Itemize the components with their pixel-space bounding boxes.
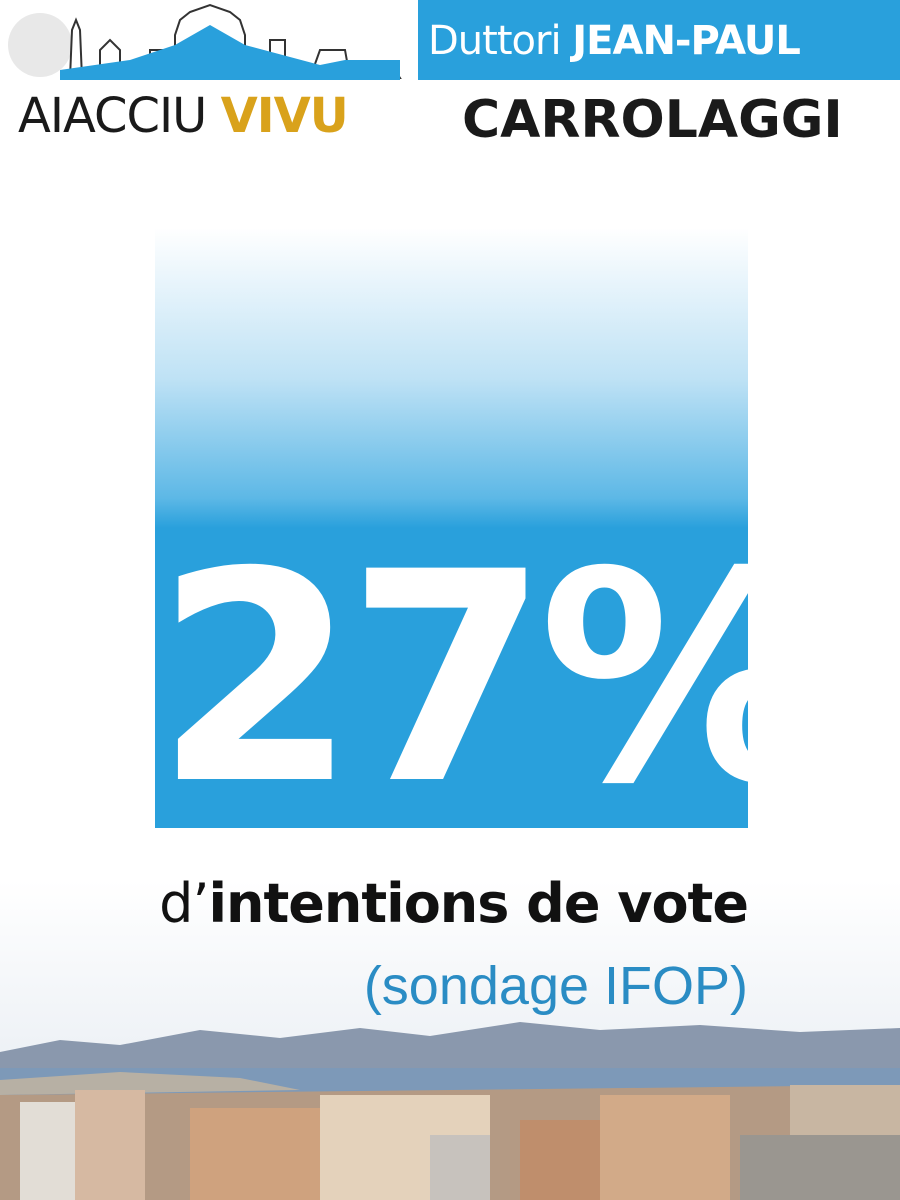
- prefix: Duttori: [428, 18, 562, 64]
- logo-skyline: [8, 3, 402, 80]
- headline-figure: 27%: [155, 511, 829, 848]
- gradient-panel: [155, 228, 748, 828]
- logo-word: AIACCIU: [18, 88, 207, 144]
- city-photo: [0, 880, 900, 1200]
- subtitle: d’intentions de vote: [159, 872, 749, 935]
- subtitle-prefix: d’: [159, 872, 209, 935]
- first-name: JEAN-PAUL: [572, 18, 801, 64]
- logo-word: VIVU: [220, 88, 349, 144]
- source: (sondage IFOP): [363, 956, 748, 1016]
- banner: [418, 0, 900, 80]
- logo-text: AIACCIU VIVU: [18, 88, 408, 144]
- subtitle-bold: intentions de vote: [208, 872, 749, 935]
- candidate-title: Duttori JEAN-PAUL: [428, 18, 801, 64]
- last-name: CARROLAGGI: [462, 90, 843, 150]
